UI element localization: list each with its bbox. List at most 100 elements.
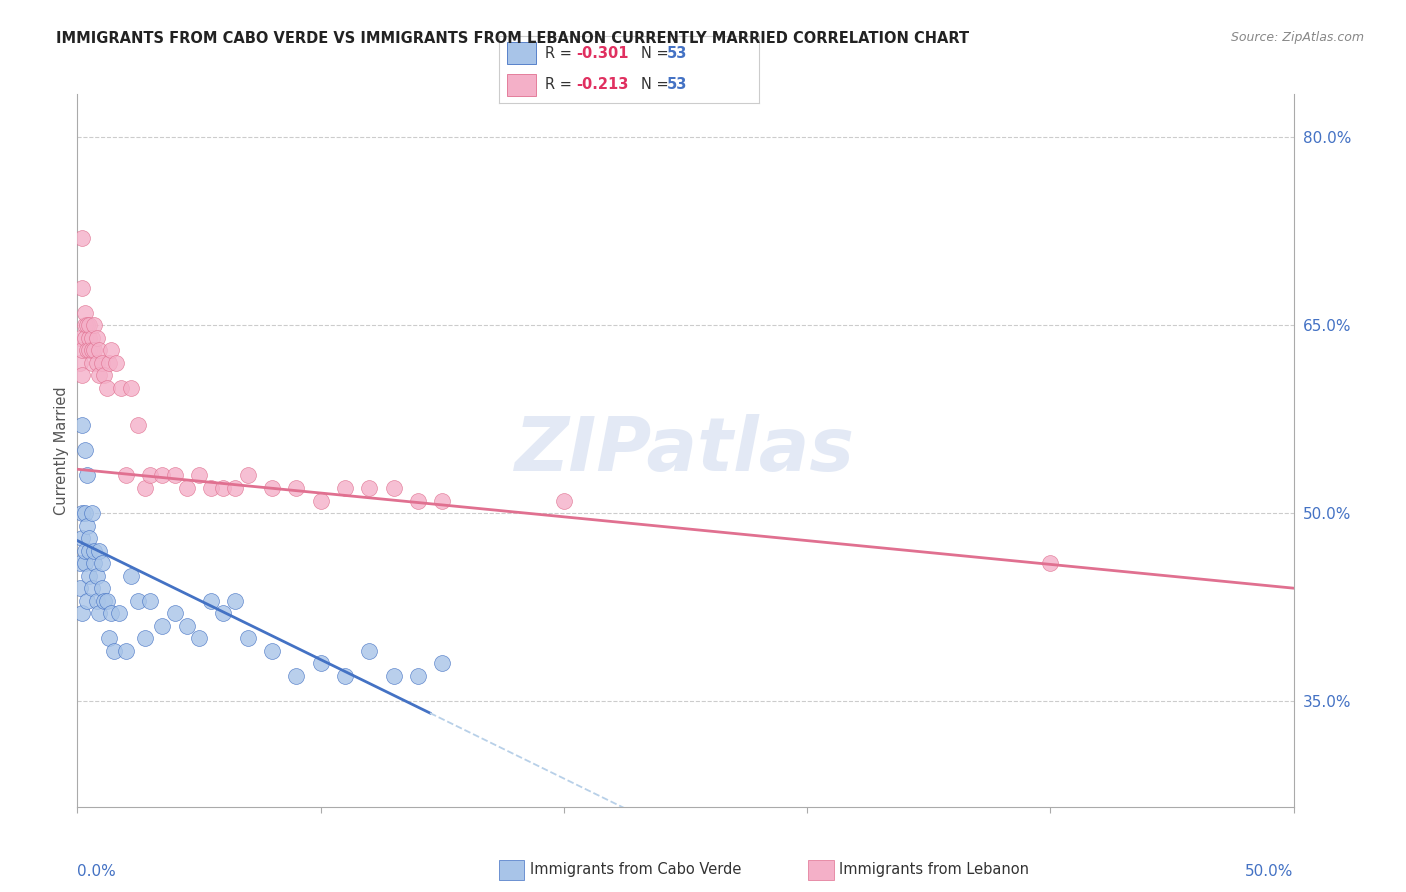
Point [69, 356, 91, 370]
Point [139, 468, 162, 483]
Point [69, 331, 91, 345]
Point [105, 356, 128, 370]
Point [120, 381, 142, 395]
Point [73, 443, 96, 458]
Point [70, 418, 93, 433]
Point [86, 568, 108, 582]
Point [110, 381, 132, 395]
Point [188, 632, 211, 646]
Point [359, 481, 381, 495]
Bar [508, 74, 536, 96]
Text: R =: R = [544, 45, 576, 61]
Point [70, 343, 93, 358]
Point [69, 581, 91, 595]
Point [212, 481, 235, 495]
Point [97, 356, 120, 370]
Point [224, 593, 246, 607]
Point [76, 468, 98, 483]
Point [309, 657, 332, 671]
Point [1039, 556, 1062, 570]
Point [176, 618, 198, 632]
Point [83, 318, 105, 333]
Point [96, 381, 118, 395]
Point [83, 556, 105, 570]
Point [79, 343, 101, 358]
Point [359, 644, 381, 658]
Text: N =: N = [641, 45, 673, 61]
Point [260, 644, 283, 658]
Point [176, 481, 198, 495]
Point [73, 506, 96, 520]
Point [406, 669, 429, 683]
Text: 53: 53 [666, 45, 688, 61]
Point [333, 481, 356, 495]
Text: R =: R = [544, 78, 576, 93]
Point [97, 632, 120, 646]
Bar [508, 43, 536, 64]
Point [260, 481, 283, 495]
Point [90, 356, 112, 370]
Point [86, 593, 108, 607]
Point [90, 581, 112, 595]
Text: IMMIGRANTS FROM CABO VERDE VS IMMIGRANTS FROM LEBANON CURRENTLY MARRIED CORRELAT: IMMIGRANTS FROM CABO VERDE VS IMMIGRANTS… [56, 31, 969, 46]
Point [285, 481, 308, 495]
Point [79, 568, 101, 582]
Point [120, 568, 142, 582]
Point [70, 506, 93, 520]
Point [115, 644, 138, 658]
Point [96, 593, 118, 607]
Point [89, 606, 111, 620]
Point [80, 506, 103, 520]
Point [80, 331, 103, 345]
Point [73, 306, 96, 320]
Point [309, 493, 332, 508]
Text: Source: ZipAtlas.com: Source: ZipAtlas.com [1230, 31, 1364, 45]
Point [79, 331, 101, 345]
Point [134, 632, 156, 646]
Point [76, 593, 98, 607]
Point [80, 581, 103, 595]
Point [152, 468, 174, 483]
Text: N =: N = [641, 78, 673, 93]
Text: Immigrants from Cabo Verde: Immigrants from Cabo Verde [530, 863, 741, 877]
Point [73, 331, 96, 345]
Point [73, 543, 96, 558]
Point [76, 318, 98, 333]
Point [134, 481, 156, 495]
Point [73, 318, 96, 333]
Point [90, 556, 112, 570]
Point [432, 493, 454, 508]
Point [80, 343, 103, 358]
Point [406, 493, 429, 508]
Text: -0.301: -0.301 [576, 45, 628, 61]
Point [70, 368, 93, 383]
Text: Immigrants from Lebanon: Immigrants from Lebanon [839, 863, 1029, 877]
Point [70, 531, 93, 545]
Point [200, 593, 222, 607]
Point [115, 468, 138, 483]
Point [224, 481, 246, 495]
Point [70, 606, 93, 620]
Point [382, 481, 405, 495]
Point [79, 543, 101, 558]
Point [285, 669, 308, 683]
Point [86, 356, 108, 370]
Point [80, 356, 103, 370]
Point [107, 606, 129, 620]
Text: ZIPatlas: ZIPatlas [516, 414, 855, 487]
Point [89, 368, 111, 383]
Point [83, 343, 105, 358]
Point [333, 669, 356, 683]
Point [89, 543, 111, 558]
Point [127, 593, 149, 607]
Point [79, 318, 101, 333]
Point [76, 343, 98, 358]
Y-axis label: Currently Married: Currently Married [53, 386, 69, 515]
Point [163, 468, 186, 483]
Point [432, 657, 454, 671]
Point [79, 531, 101, 545]
Text: 0.0%: 0.0% [77, 863, 117, 879]
Point [69, 556, 91, 570]
Point [93, 368, 115, 383]
Point [70, 230, 93, 244]
